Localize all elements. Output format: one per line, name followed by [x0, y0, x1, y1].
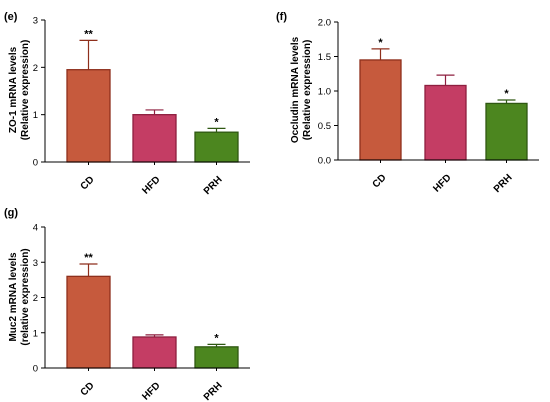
- panel-e-category-prh: PRH: [202, 174, 225, 197]
- panel-e: (e) ZO-1 mRNA levels (Relative expressio…: [4, 11, 250, 197]
- panel-e-category-cd: CD: [79, 174, 97, 192]
- panel-f-ytick-label: 1.5: [318, 52, 331, 63]
- panel-e-significance-prh: *: [214, 116, 219, 128]
- panel-f-label: (f): [276, 11, 287, 23]
- panel-g-bar-prh: [194, 346, 239, 369]
- panel-f-plot: * * 0.0 0.5 1.0 1.5 2.0 CD HFD PRH: [318, 18, 539, 195]
- panel-f-significance-prh: *: [504, 88, 509, 100]
- panel-g-category-hfd: HFD: [140, 380, 162, 402]
- panel-g: (g) Muc2 mRNA levels (relative expressio…: [4, 207, 250, 402]
- panel-e-category-hfd: HFD: [140, 174, 162, 196]
- panel-g-bar-cd: [66, 275, 111, 369]
- panel-g-ytick-label: 0: [33, 364, 38, 375]
- panel-f-bar-prh: [485, 102, 528, 161]
- panel-g-ytick-label: 4: [33, 223, 38, 234]
- panel-e-ytick-label: 2: [33, 63, 38, 74]
- panel-g-category-prh: PRH: [202, 380, 225, 402]
- panel-g-bar-hfd: [132, 336, 177, 369]
- panel-f-category-hfd: HFD: [431, 172, 453, 194]
- panel-e-label: (e): [4, 11, 18, 23]
- panel-e-ylabel-line2: (Relative expression): [20, 40, 31, 141]
- panel-e-ytick-label: 3: [33, 16, 38, 27]
- panel-e-ytick-label: 1: [33, 110, 38, 121]
- panel-e-bar-hfd: [132, 114, 177, 163]
- panel-g-ytick-label: 1: [33, 328, 38, 339]
- panel-f-bar-cd: [359, 59, 402, 161]
- panel-f-bar-hfd: [424, 84, 467, 161]
- panel-e-ylabel-line1: ZO-1 mRNA levels: [8, 46, 19, 133]
- panel-f-ytick-label: 0.5: [318, 121, 331, 132]
- panel-f-significance-cd: *: [378, 37, 383, 49]
- panel-f-category-prh: PRH: [492, 172, 515, 195]
- panel-f-ylabel-line2: (Relative expression): [302, 40, 313, 141]
- panel-e-ytick-label: 0: [33, 158, 38, 169]
- panel-f-ytick-label: 1.0: [318, 87, 331, 98]
- panel-f-ytick-label: 0.0: [318, 156, 331, 167]
- panel-g-ytick-label: 3: [33, 258, 38, 269]
- panel-g-ytick-label: 2: [33, 293, 38, 304]
- panel-e-bar-cd: [66, 69, 111, 163]
- panel-g-significance-prh: *: [214, 332, 219, 344]
- panel-f-ylabel-line1: Occludin mRNA levels: [290, 36, 301, 143]
- panel-g-category-cd: CD: [79, 380, 97, 398]
- panel-g-label: (g): [4, 207, 18, 219]
- panel-f-ytick-label: 2.0: [318, 18, 331, 29]
- panel-g-ylabel-line2: (relative expression): [20, 248, 31, 345]
- panel-f: (f) Occludin mRNA levels (Relative expre…: [276, 11, 539, 195]
- panel-g-significance-cd: **: [84, 252, 93, 264]
- panel-g-ylabel-line1: Muc2 mRNA levels: [8, 252, 19, 342]
- panel-e-bar-prh: [194, 131, 239, 163]
- panel-f-category-cd: CD: [371, 172, 389, 190]
- panel-e-significance-cd: **: [84, 28, 93, 40]
